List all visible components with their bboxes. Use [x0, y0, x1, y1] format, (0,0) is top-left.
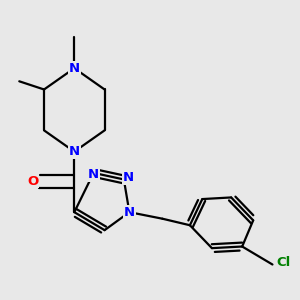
Text: N: N — [122, 171, 134, 184]
Text: N: N — [124, 206, 135, 219]
Text: N: N — [69, 145, 80, 158]
Text: N: N — [69, 62, 80, 75]
Text: N: N — [88, 168, 99, 181]
Text: O: O — [27, 175, 39, 188]
Text: Cl: Cl — [277, 256, 291, 269]
